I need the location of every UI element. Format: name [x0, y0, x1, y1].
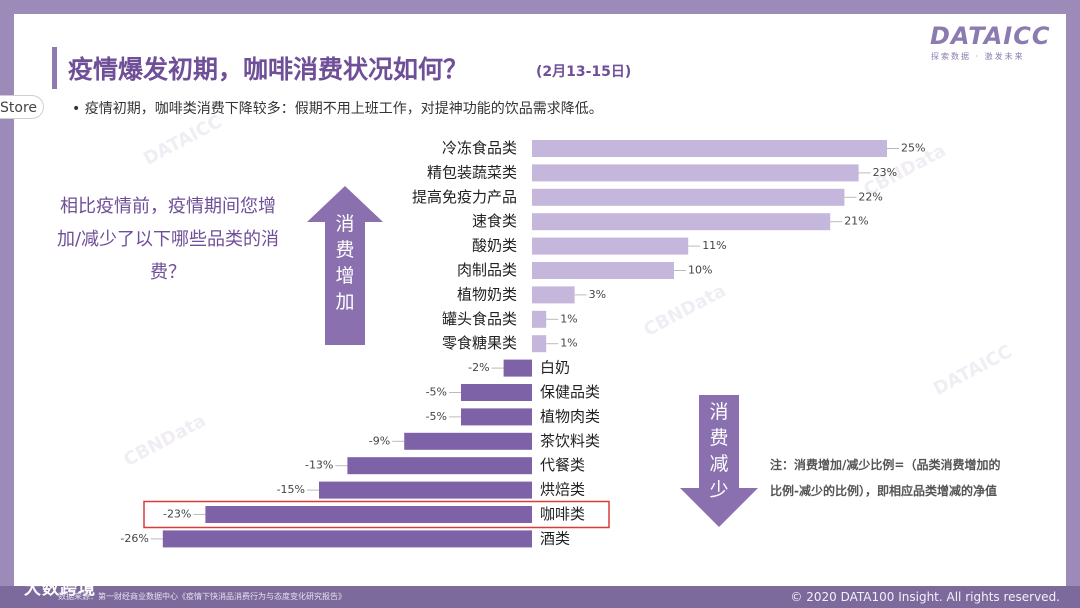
data-label: -9% [369, 434, 390, 447]
category-label: 白奶 [540, 359, 570, 377]
bar [532, 335, 547, 353]
bar [461, 408, 532, 426]
category-label: 代餐类 [540, 456, 585, 474]
page-title: 疫情爆发初期，咖啡消费状况如何？ [68, 55, 469, 84]
data-label: 22% [858, 190, 882, 203]
data-label: 25% [901, 142, 925, 155]
arrow-down-label: 消费减少 [709, 401, 728, 501]
frame-bottom [0, 586, 1080, 608]
bar [162, 530, 533, 548]
frame-right [1066, 0, 1080, 608]
frame-top [0, 0, 1080, 14]
category-label: 罐头食品类 [442, 310, 517, 328]
arrow-down-icon [680, 395, 758, 527]
category-label: 酒类 [540, 529, 570, 547]
data-label: 11% [702, 239, 726, 252]
category-label: 烘焙类 [540, 481, 585, 499]
date-range: (2月13-15日) [536, 64, 632, 80]
category-label: 冷冻食品类 [442, 139, 517, 157]
bar [532, 188, 845, 206]
summary-bullet: • 疫情初期，咖啡类消费下降较多：假期不用上班工作，对提神功能的饮品需求降低。 [72, 101, 603, 117]
category-label: 肉制品类 [457, 261, 517, 279]
data-label: -5% [426, 410, 447, 423]
data-label: 1% [560, 312, 577, 325]
survey-question: 相比疫情前，疫情期间您增加/减少了以下哪些品类的消费？ [56, 196, 280, 283]
category-label: 提高免疫力产品 [412, 188, 517, 206]
footnote: 注：消费增加/减少比例=（品类消费增加的比例-减少的比例），即相应品类增减的净值 [770, 458, 1001, 498]
data-label: -15% [277, 483, 305, 496]
frame-left [0, 0, 14, 608]
data-label: -26% [120, 532, 148, 545]
bar [205, 506, 532, 523]
bar [319, 481, 532, 499]
data-label: 3% [589, 288, 606, 301]
brand-watermark: 大数跨境 [24, 579, 96, 599]
data-label: -2% [468, 361, 489, 374]
bar [461, 384, 532, 401]
bar [347, 457, 532, 475]
category-label: 茶饮料类 [540, 432, 600, 450]
data-label: -23% [163, 508, 191, 521]
data-label: -13% [305, 459, 333, 472]
data-label: 21% [844, 215, 868, 228]
category-label: 植物奶类 [457, 285, 517, 303]
data-source: 数据来源：第一财经商业数据中心《疫情下快消品消费行为与态度变化研究报告》 [58, 592, 346, 601]
category-label: 精包装蔬菜类 [427, 163, 517, 181]
category-label: 酸奶类 [472, 237, 517, 255]
brand-logo: DATAICC [930, 22, 1051, 50]
bar [532, 213, 831, 231]
title-accent-bar [52, 47, 57, 89]
category-label: 速食类 [472, 212, 517, 230]
copyright: © 2020 DATA100 Insight. All rights reser… [790, 590, 1060, 604]
bar [532, 164, 859, 182]
data-label: 23% [873, 166, 897, 179]
store-tab[interactable]: Store [0, 95, 44, 119]
category-label: 植物肉类 [540, 407, 600, 425]
arrow-up-icon [307, 186, 383, 345]
bar [532, 262, 674, 279]
data-label: -5% [426, 386, 447, 399]
bar [532, 140, 887, 157]
bar [404, 432, 532, 450]
logo-tagline: 探索数据 · 激发未来 [931, 52, 1025, 61]
arrow-up-label: 消费增加 [335, 213, 354, 313]
bar [532, 237, 689, 255]
bar [532, 310, 547, 328]
category-label: 咖啡类 [540, 505, 585, 523]
category-label: 零食糖果类 [442, 334, 517, 352]
data-label: 10% [688, 264, 712, 277]
category-label: 保健品类 [540, 383, 600, 401]
data-label: 1% [560, 337, 577, 350]
bar [532, 286, 575, 304]
bar [503, 359, 532, 377]
highlight-box [143, 500, 610, 529]
